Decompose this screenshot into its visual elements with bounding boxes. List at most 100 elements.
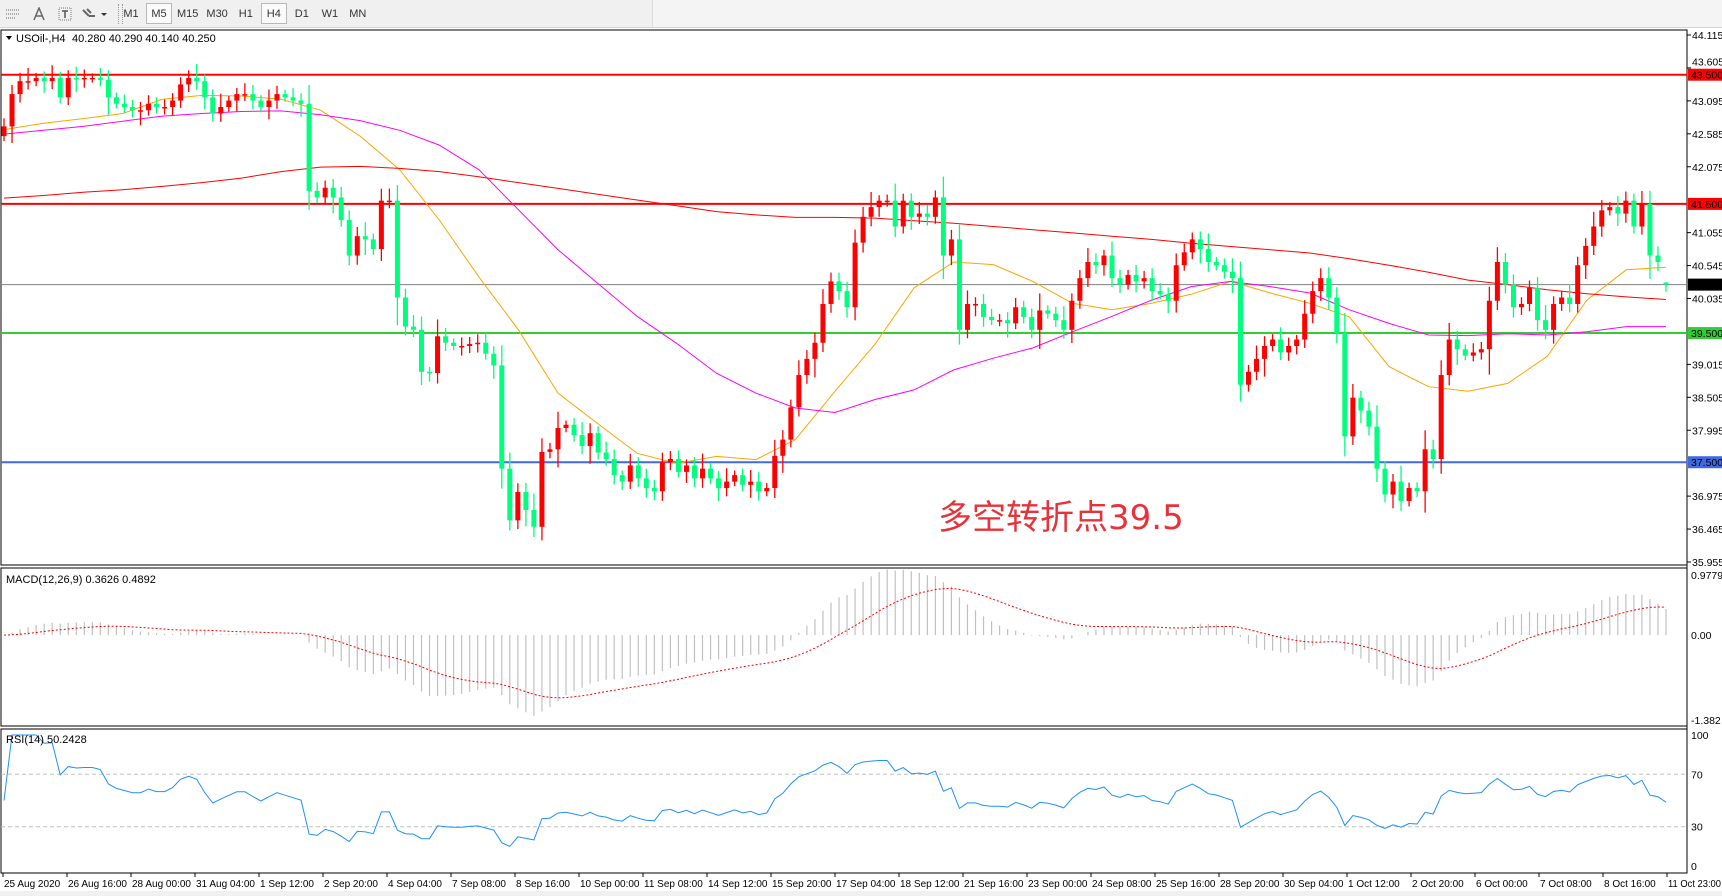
candle (298, 93, 304, 117)
timeframe-mn-button[interactable]: MN (349, 7, 367, 20)
candle (611, 449, 617, 485)
candle (772, 439, 778, 499)
candle-body (579, 435, 585, 447)
candle-body (1117, 278, 1123, 285)
chart-window[interactable]: USOil-,H4 40.280 40.290 40.140 40.250 44.1… (0, 28, 1722, 896)
candle (1583, 238, 1589, 280)
candle (1575, 256, 1581, 313)
candle (948, 229, 954, 266)
arrows-icon[interactable] (78, 3, 112, 25)
candle-body (844, 291, 850, 308)
moving-average-line-1 (3, 94, 1667, 465)
period-separator-icon[interactable] (0, 3, 26, 25)
candle (49, 65, 55, 90)
candle-body (1133, 274, 1139, 282)
candle (1133, 265, 1139, 293)
timeframe-w1-button[interactable]: W1 (321, 7, 339, 20)
candle-body (1149, 278, 1155, 292)
time-tick-label: 17 Sep 04:00 (836, 879, 896, 890)
candle (1077, 270, 1083, 309)
time-tick-label: 8 Oct 16:00 (1604, 879, 1656, 890)
toolbar: M1 M5 M15 M30 H1 H4 D1 W1 MN (0, 0, 1722, 28)
candle-body (73, 77, 79, 80)
candle-body (1013, 307, 1019, 324)
chart-menu-triangle-icon[interactable] (6, 36, 12, 40)
candle (1005, 312, 1011, 338)
candle (1486, 286, 1492, 375)
candle-body (427, 371, 433, 374)
timeframe-m15-button[interactable]: M15 (177, 7, 199, 20)
candle (1085, 247, 1091, 287)
candle (427, 367, 433, 382)
candle (1197, 231, 1203, 264)
candle-body (1342, 333, 1348, 437)
candle-body (1310, 291, 1316, 314)
candle (724, 468, 730, 497)
candle-body (1486, 300, 1492, 350)
timeframe-m1-button[interactable]: M1 (123, 7, 139, 20)
status-strip (0, 891, 1722, 896)
candle (619, 470, 625, 490)
candle (194, 64, 200, 90)
timeframe-h1-button[interactable]: H1 (238, 7, 253, 20)
price-tick-label: 39.015 (1692, 359, 1722, 371)
candle-body (964, 303, 970, 330)
candle (587, 423, 593, 464)
candle (788, 399, 794, 448)
candle (603, 441, 609, 466)
candle (274, 85, 280, 109)
candle-body (250, 94, 256, 101)
candle (1173, 253, 1179, 313)
time-tick-label: 25 Sep 16:00 (1156, 879, 1216, 890)
candle-body (539, 451, 545, 527)
candle-body (97, 77, 103, 80)
level-label-39.500: 39.500 (1691, 328, 1722, 340)
level-label-37.500: 37.500 (1691, 457, 1722, 469)
candle (1326, 267, 1332, 311)
candle (683, 459, 689, 483)
candle-body (274, 94, 280, 101)
candle-body (298, 100, 304, 104)
candle (1069, 293, 1075, 344)
candle (1093, 253, 1099, 274)
candle-body (1446, 339, 1452, 376)
candle-body (1559, 297, 1565, 304)
timeframe-d1-button[interactable]: D1 (294, 7, 309, 20)
candle-body (105, 79, 111, 98)
candle (1117, 269, 1123, 293)
candle (1229, 258, 1235, 294)
candle-body (812, 342, 818, 359)
toolbar-empty-area (652, 0, 1722, 27)
timeframe-m5-button[interactable]: M5 (146, 3, 172, 24)
candle-body (924, 213, 930, 217)
candle (1013, 297, 1019, 330)
candle-body (25, 81, 31, 83)
candle-body (1045, 310, 1051, 314)
candle (675, 450, 681, 478)
candle-body (1422, 449, 1428, 492)
candle-body (700, 468, 706, 479)
candle-body (1334, 297, 1340, 334)
candle-body (675, 458, 681, 472)
time-tick-label: 2 Oct 20:00 (1412, 879, 1464, 890)
candle-body (1639, 203, 1645, 227)
candle (1422, 430, 1428, 513)
candle-body (1535, 287, 1541, 321)
drawing-tools (0, 0, 129, 27)
candle-body (1502, 262, 1508, 285)
timeframe-h4-button[interactable]: H4 (260, 3, 287, 24)
time-tick-label: 1 Oct 12:00 (1348, 879, 1400, 890)
candle (1061, 306, 1067, 339)
candle-body (555, 427, 561, 450)
candle (362, 222, 368, 256)
timeframe-m30-button[interactable]: M30 (206, 7, 228, 20)
candle-body (202, 81, 208, 98)
candle-body (41, 77, 47, 82)
candle (290, 88, 296, 107)
text-icon[interactable] (26, 3, 52, 25)
text-label-icon[interactable] (52, 3, 78, 25)
candle (716, 471, 722, 502)
candle (9, 84, 15, 143)
candle-body (443, 336, 449, 343)
candle (137, 101, 143, 126)
